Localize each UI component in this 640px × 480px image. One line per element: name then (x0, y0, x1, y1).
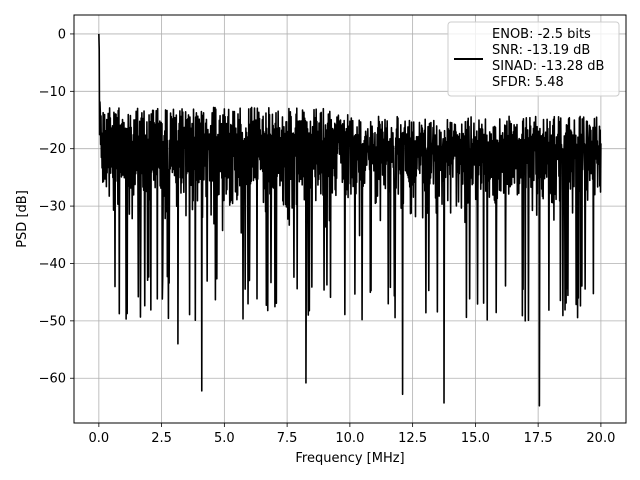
y-axis: 0 −10 −20 −30 −40 −50 −60 (39, 27, 74, 387)
x-tick-label: 2.5 (151, 431, 172, 446)
legend-snr: SNR: -13.19 dB (492, 43, 590, 58)
legend-sfdr: SFDR: 5.48 (492, 75, 564, 90)
y-tick-label: −10 (39, 85, 66, 100)
legend: ENOB: -2.5 bits SNR: -13.19 dB SINAD: -1… (447, 21, 620, 97)
x-tick-label: 20.0 (586, 431, 615, 446)
x-tick-label: 15.0 (461, 431, 490, 446)
legend-box (447, 21, 620, 97)
y-tick-label: −30 (39, 200, 66, 215)
y-tick-label: −60 (39, 372, 66, 387)
x-tick-label: 7.5 (277, 431, 298, 446)
legend-sinad: SINAD: -13.28 dB (492, 59, 604, 74)
x-tick-label: 17.5 (524, 431, 553, 446)
x-tick-label: 0.0 (89, 431, 110, 446)
y-tick-label: −50 (39, 314, 66, 329)
y-tick-label: 0 (58, 27, 66, 42)
y-tick-label: −40 (39, 257, 66, 272)
x-tick-label: 5.0 (214, 431, 235, 446)
x-tick-label: 10.0 (335, 431, 364, 446)
x-tick-label: 12.5 (398, 431, 427, 446)
y-tick-label: −20 (39, 142, 66, 157)
psd-trace-group (98, 33, 602, 407)
psd-trace (98, 33, 602, 407)
x-axis-label: Frequency [MHz] (295, 451, 404, 466)
y-axis-label: PSD [dB] (15, 190, 30, 248)
x-axis: 0.0 2.5 5.0 7.5 10.0 12.5 15.0 17.5 20.0 (89, 423, 615, 446)
legend-enob: ENOB: -2.5 bits (492, 27, 591, 42)
